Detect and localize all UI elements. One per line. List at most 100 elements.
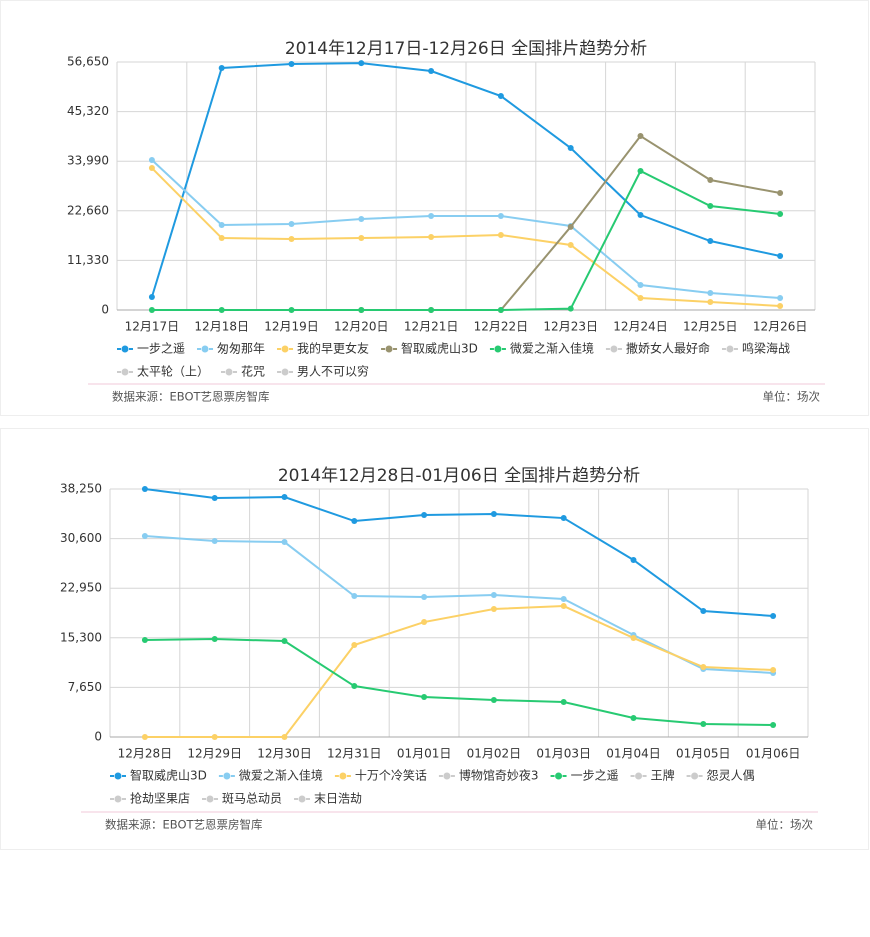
series-line <box>144 488 774 618</box>
legend-item[interactable]: 博物馆奇妙夜3 <box>438 768 539 783</box>
data-point <box>777 295 784 302</box>
data-point <box>141 734 148 740</box>
legend-item[interactable]: 智取威虎山3D <box>110 768 207 783</box>
y-tick-label: 0 <box>94 730 102 744</box>
data-point <box>637 282 644 289</box>
legend-label: 撒娇女人最好命 <box>626 341 710 356</box>
x-tick-label: 12月21日 <box>404 320 459 334</box>
x-tick-label: 01月05日 <box>676 747 731 761</box>
legend-item[interactable]: 微爱之渐入佳境 <box>489 341 594 356</box>
data-point <box>560 698 567 705</box>
legend-icon <box>494 345 502 353</box>
data-point <box>218 64 225 71</box>
legend-icon <box>281 368 289 376</box>
legend-item[interactable]: 太平轮（上） <box>117 364 209 379</box>
y-tick-label: 22,660 <box>67 203 109 217</box>
data-point <box>567 241 574 248</box>
legend-item[interactable]: 末日浩劫 <box>294 792 362 806</box>
legend-item[interactable]: 抢劫坚果店 <box>110 791 190 806</box>
x-tick-label: 01月04日 <box>606 747 661 761</box>
data-point <box>421 594 428 601</box>
data-point <box>567 305 574 312</box>
x-tick-label: 12月30日 <box>257 747 312 761</box>
data-point <box>770 613 777 620</box>
legend-icon <box>114 772 122 780</box>
legend-label: 博物馆奇妙夜3 <box>459 768 539 783</box>
legend-item[interactable]: 我的早更女友 <box>277 341 369 356</box>
legend-item[interactable]: 撒娇女人最好命 <box>605 341 710 356</box>
data-point <box>148 293 155 300</box>
legend-icon <box>443 772 451 780</box>
data-point <box>777 253 784 260</box>
x-tick-label: 12月20日 <box>334 320 389 334</box>
legend-icon <box>385 345 393 353</box>
data-point <box>421 511 428 518</box>
series-line <box>151 169 781 311</box>
data-point <box>421 693 428 700</box>
legend-item[interactable]: 王牌 <box>630 769 675 783</box>
data-point <box>497 232 504 239</box>
data-point <box>497 93 504 100</box>
data-point <box>770 667 777 674</box>
legend-label: 男人不可以穷 <box>297 364 369 379</box>
chart-panel: 2014年12月28日-01月06日 全国排片趋势分析 0 7,650 15,300 2… <box>0 428 869 850</box>
legend-icon <box>223 772 231 780</box>
data-point <box>148 165 155 172</box>
y-tick-label: 7,650 <box>68 680 102 694</box>
data-point <box>141 637 148 644</box>
legend-item[interactable]: 一步之遥 <box>117 342 185 356</box>
x-tick-label: 01月01日 <box>397 747 452 761</box>
legend-icon <box>635 772 643 780</box>
data-point <box>490 511 497 518</box>
x-tick-label: 01月03日 <box>536 747 591 761</box>
data-point <box>707 298 714 305</box>
legend-icon <box>555 772 563 780</box>
legend-icon <box>339 772 347 780</box>
data-point <box>497 307 504 313</box>
legend-item[interactable]: 匆匆那年 <box>197 342 265 356</box>
data-point <box>351 683 358 690</box>
data-point <box>490 697 497 704</box>
legend-label: 怨灵人偶 <box>707 769 755 783</box>
data-point <box>637 295 644 302</box>
data-point <box>630 634 637 641</box>
data-point <box>358 60 365 67</box>
legend-item[interactable]: 斑马总动员 <box>202 792 282 806</box>
data-point <box>351 641 358 648</box>
legend-item[interactable]: 智取威虎山3D <box>381 341 478 356</box>
legend-item[interactable]: 微爱之渐入佳境 <box>218 768 323 783</box>
x-tick-label: 12月18日 <box>194 320 249 334</box>
legend-item[interactable]: 怨灵人偶 <box>686 769 755 783</box>
legend-label: 抢劫坚果店 <box>130 791 190 806</box>
legend-label: 十万个冷笑话 <box>355 768 427 783</box>
data-point <box>288 307 295 313</box>
legend-item[interactable]: 花咒 <box>221 364 265 379</box>
legend-label: 一步之遥 <box>137 342 185 356</box>
data-point <box>630 556 637 563</box>
data-point <box>560 596 567 603</box>
legend-item[interactable]: 男人不可以穷 <box>277 364 369 379</box>
data-point <box>211 495 218 502</box>
data-point <box>560 603 567 610</box>
legend-item[interactable]: 鸣梁海战 <box>721 341 790 356</box>
data-point <box>218 307 225 313</box>
legend-icon <box>225 368 233 376</box>
x-tick-label: 01月06日 <box>746 747 801 761</box>
data-point <box>630 715 637 722</box>
legend-label: 末日浩劫 <box>314 792 362 806</box>
series-line <box>150 62 781 298</box>
data-point <box>700 608 707 615</box>
data-point <box>358 307 365 313</box>
legend-item[interactable]: 十万个冷笑话 <box>334 768 427 783</box>
source-note: 数据来源：EBOT艺恩票房智库 <box>105 818 263 832</box>
series-line <box>151 167 781 308</box>
x-tick-label: 12月29日 <box>187 747 242 761</box>
legend-item[interactable]: 一步之遥 <box>550 769 619 783</box>
legend-icon <box>726 345 734 353</box>
data-point <box>637 212 644 219</box>
chart-title: 2014年12月17日-12月26日 全国排片趋势分析 <box>285 39 647 59</box>
legend-icon <box>114 795 122 803</box>
data-point <box>351 518 358 525</box>
chart-panel: 2014年12月17日-12月26日 全国排片趋势分析 0 11,330 22,660… <box>0 0 869 416</box>
legend-icon <box>298 795 306 803</box>
